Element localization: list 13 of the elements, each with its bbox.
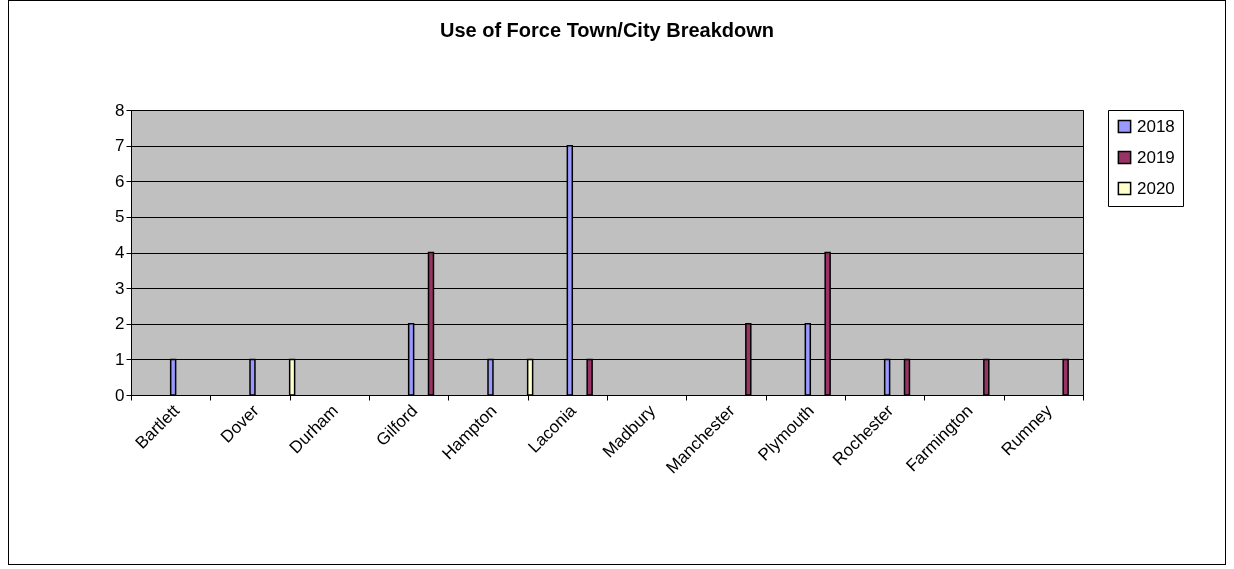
y-tick-label: 3 (115, 278, 125, 298)
legend-label: 2018 (1137, 116, 1175, 136)
y-tick-label: 4 (115, 243, 125, 262)
chart-title: Use of Force Town/City Breakdown (439, 19, 775, 41)
legend-label: 2019 (1137, 147, 1175, 167)
y-tick-label: 6 (115, 171, 125, 191)
y-tick-label: 5 (115, 207, 125, 227)
y-tick-label: 8 (115, 100, 125, 120)
legend-label: 2020 (1137, 178, 1175, 198)
y-tick-label: 7 (115, 136, 125, 156)
y-tick-label: 1 (115, 349, 125, 369)
y-tick-label: 0 (115, 385, 125, 405)
y-tick-label: 2 (115, 314, 125, 334)
